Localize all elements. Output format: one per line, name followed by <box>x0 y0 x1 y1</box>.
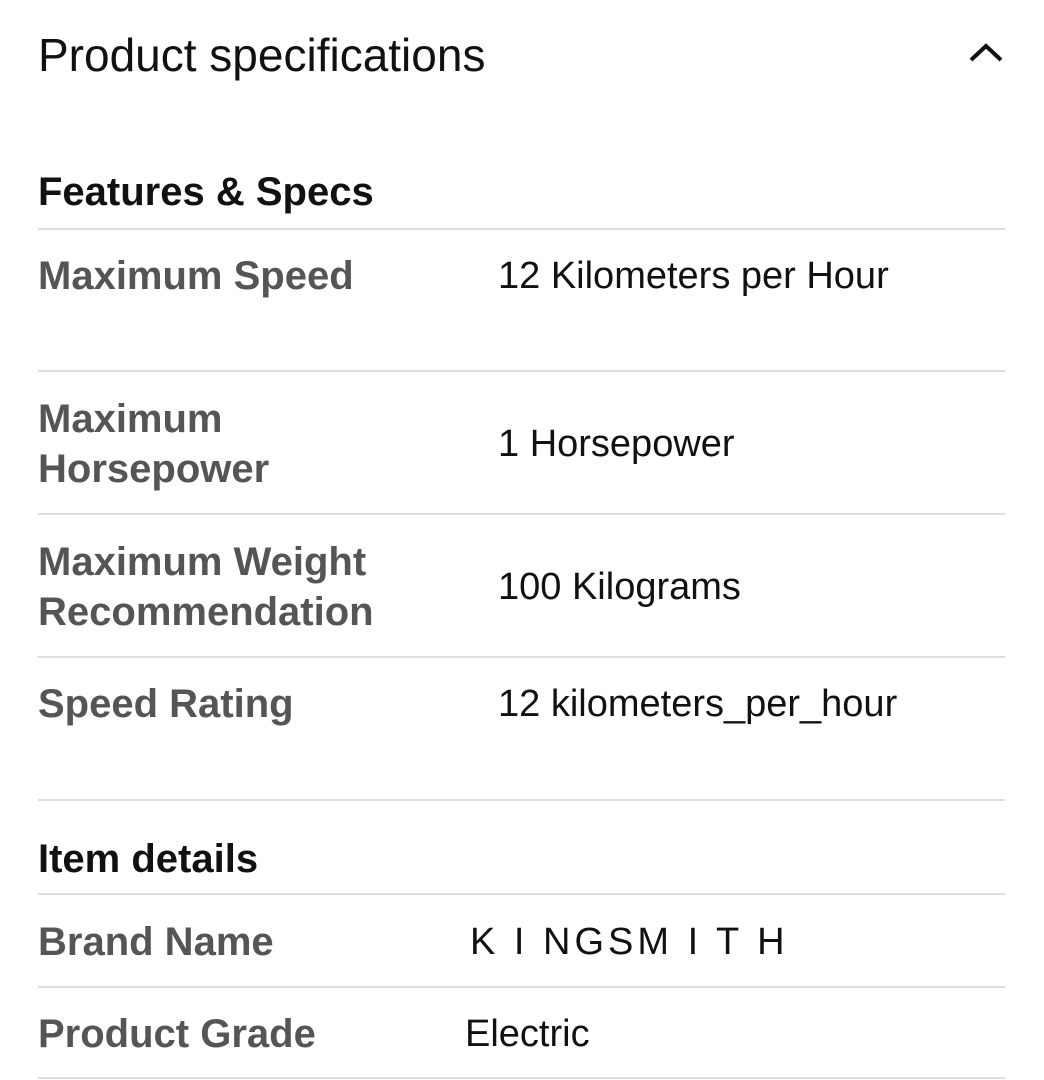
page-title: Product specifications <box>38 29 486 81</box>
spec-label: Maximum Weight Recommendation <box>38 540 374 634</box>
divider <box>38 513 1005 515</box>
section-title-features: Features & Specs <box>38 170 374 214</box>
spec-value: 12 Kilometers per Hour <box>498 255 889 297</box>
section-title-item-details: Item details <box>38 837 259 881</box>
divider <box>38 656 1005 658</box>
spec-label: Speed Rating <box>38 682 294 726</box>
divider <box>38 799 1005 801</box>
spec-label: Maximum Speed <box>38 254 354 298</box>
divider <box>38 1077 1005 1079</box>
divider <box>38 986 1005 988</box>
divider <box>38 370 1005 372</box>
spec-label: Maximum Horsepower <box>38 397 270 491</box>
spec-value: 12 kilometers_per_hour <box>498 683 898 725</box>
spec-value: 100 Kilograms <box>498 566 741 608</box>
spec-value: Electric <box>465 1013 590 1055</box>
divider <box>38 228 1005 230</box>
chevron-up-icon[interactable] <box>968 38 1004 68</box>
spec-value: 1 Horsepower <box>498 423 735 465</box>
spec-label: Product Grade <box>38 1012 316 1056</box>
divider <box>38 893 1005 895</box>
spec-value: K I NGSM I T H <box>470 921 789 963</box>
spec-label: Brand Name <box>38 920 274 964</box>
